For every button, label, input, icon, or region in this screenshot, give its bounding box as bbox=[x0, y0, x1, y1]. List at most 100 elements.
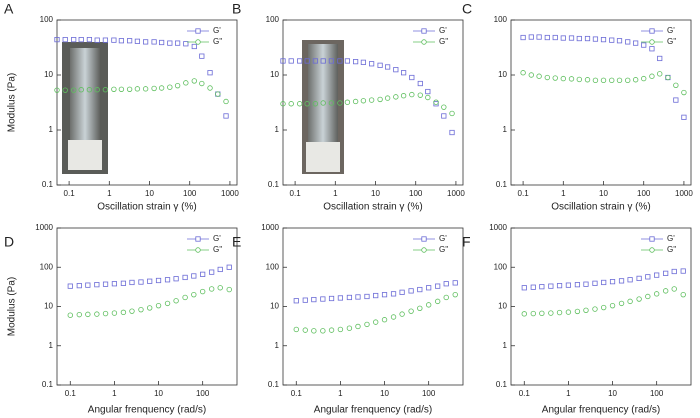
data-point bbox=[312, 101, 319, 107]
x-tick-label: 100 bbox=[183, 189, 197, 198]
data-point bbox=[304, 101, 310, 107]
data-point bbox=[138, 279, 144, 285]
legend-marker bbox=[195, 236, 201, 242]
data-point bbox=[94, 282, 100, 288]
data-point bbox=[649, 46, 655, 52]
data-point bbox=[601, 279, 607, 286]
y-tick-label: 0.1 bbox=[496, 180, 508, 189]
data-point bbox=[377, 62, 383, 68]
x-tick-label: 0.1 bbox=[519, 389, 531, 398]
data-point bbox=[544, 34, 550, 41]
data-point bbox=[381, 317, 388, 323]
data-point bbox=[209, 269, 215, 275]
data-point bbox=[297, 58, 303, 64]
y-tick-label: 100 bbox=[40, 15, 54, 24]
data-point bbox=[556, 283, 563, 289]
data-point bbox=[183, 41, 189, 47]
data-point bbox=[159, 39, 165, 46]
data-point bbox=[681, 114, 687, 120]
plot-frame bbox=[56, 227, 238, 386]
data-point bbox=[433, 99, 439, 105]
data-point bbox=[443, 294, 449, 301]
plot-frame bbox=[56, 19, 238, 186]
y-tick-label: 10 bbox=[270, 302, 279, 311]
data-point bbox=[76, 283, 82, 289]
x-tick-label: 10 bbox=[599, 189, 608, 198]
y-tick-label: 10 bbox=[498, 302, 507, 311]
data-point bbox=[355, 294, 361, 300]
data-point bbox=[102, 37, 109, 43]
legend-label: G'' bbox=[667, 37, 677, 46]
x-tick-label: 10 bbox=[380, 389, 389, 398]
data-point bbox=[441, 113, 447, 119]
data-point bbox=[223, 113, 229, 119]
data-point bbox=[175, 40, 181, 46]
data-point bbox=[399, 311, 405, 317]
data-point bbox=[417, 92, 423, 98]
y-tick-label: 1 bbox=[49, 125, 54, 134]
y-tick-label: 1 bbox=[503, 125, 508, 134]
data-point bbox=[320, 328, 326, 334]
data-point bbox=[528, 34, 534, 40]
data-point bbox=[120, 309, 127, 316]
legend-marker bbox=[421, 236, 427, 242]
data-point bbox=[360, 98, 367, 104]
data-point bbox=[409, 91, 415, 98]
y-tick-label: 1000 bbox=[261, 223, 279, 232]
data-point bbox=[401, 70, 407, 76]
plot-frame bbox=[282, 19, 464, 186]
x-tick-label: 1000 bbox=[447, 189, 465, 198]
data-point bbox=[71, 37, 77, 43]
data-point bbox=[167, 84, 173, 90]
x-axis-label: Angular frenquency (rad/s) bbox=[314, 405, 432, 416]
y-tick-label: 0.1 bbox=[268, 180, 280, 189]
data-point bbox=[600, 37, 607, 43]
data-point bbox=[520, 70, 526, 76]
data-point bbox=[645, 274, 651, 280]
panel-label: B bbox=[232, 1, 241, 17]
data-point bbox=[337, 100, 343, 106]
legend-label: G' bbox=[213, 234, 221, 243]
data-point bbox=[304, 58, 310, 64]
data-point bbox=[118, 38, 125, 44]
data-point bbox=[653, 291, 660, 297]
data-point bbox=[174, 82, 181, 89]
x-axis-label: Oscillation strain γ (%) bbox=[323, 202, 422, 213]
x-tick-label: 1 bbox=[561, 189, 566, 198]
data-point bbox=[328, 295, 335, 302]
data-point bbox=[288, 101, 294, 107]
data-point bbox=[142, 86, 149, 92]
data-point bbox=[138, 306, 144, 313]
data-point bbox=[312, 58, 319, 64]
legend-marker bbox=[421, 39, 427, 45]
x-axis-label: Angular frenquency (rad/s) bbox=[88, 405, 206, 416]
data-point bbox=[574, 282, 581, 288]
data-point bbox=[560, 35, 566, 41]
data-point bbox=[346, 325, 353, 331]
legend-label: G' bbox=[667, 234, 675, 243]
data-point bbox=[217, 285, 223, 291]
data-point bbox=[673, 82, 679, 88]
y-tick-label: 100 bbox=[494, 15, 508, 24]
data-point bbox=[226, 286, 232, 293]
x-tick-label: 1 bbox=[112, 389, 117, 398]
data-point bbox=[328, 327, 335, 333]
data-point bbox=[182, 294, 188, 301]
data-point bbox=[632, 77, 639, 83]
data-point bbox=[441, 104, 447, 110]
data-point bbox=[625, 77, 631, 84]
data-point bbox=[173, 298, 179, 304]
data-point bbox=[592, 36, 599, 42]
legend-marker bbox=[649, 39, 655, 45]
legend-label: G' bbox=[439, 234, 447, 243]
data-point bbox=[616, 77, 623, 84]
x-tick-label: 100 bbox=[196, 389, 210, 398]
data-point bbox=[576, 76, 583, 83]
x-tick-label: 1 bbox=[566, 389, 571, 398]
data-point bbox=[576, 35, 582, 42]
data-point bbox=[671, 286, 677, 292]
data-point bbox=[665, 74, 671, 81]
legend-marker bbox=[649, 247, 655, 253]
data-point bbox=[536, 73, 542, 79]
x-tick-label: 0.1 bbox=[64, 189, 76, 198]
